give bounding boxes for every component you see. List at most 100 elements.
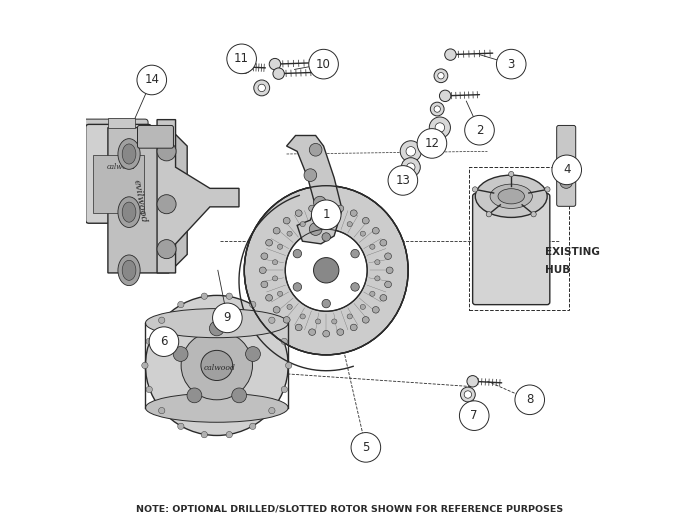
Circle shape: [560, 175, 573, 188]
Circle shape: [407, 163, 415, 171]
Ellipse shape: [475, 175, 547, 217]
Ellipse shape: [360, 304, 365, 310]
Ellipse shape: [146, 308, 288, 338]
Circle shape: [351, 432, 381, 462]
Circle shape: [406, 147, 416, 156]
Ellipse shape: [386, 267, 393, 273]
Circle shape: [531, 211, 536, 217]
Ellipse shape: [272, 260, 278, 264]
Circle shape: [444, 49, 456, 60]
Circle shape: [434, 106, 440, 112]
Ellipse shape: [347, 314, 352, 319]
Ellipse shape: [181, 331, 253, 400]
Circle shape: [158, 408, 165, 414]
Circle shape: [434, 69, 448, 83]
Text: 7: 7: [470, 409, 478, 422]
Ellipse shape: [494, 186, 528, 206]
Circle shape: [270, 58, 281, 70]
Circle shape: [465, 116, 494, 145]
Ellipse shape: [374, 276, 380, 281]
Circle shape: [209, 321, 224, 336]
Circle shape: [388, 165, 418, 195]
Circle shape: [545, 187, 550, 192]
Text: 6: 6: [160, 335, 168, 348]
Ellipse shape: [323, 204, 330, 210]
Ellipse shape: [323, 331, 330, 337]
Ellipse shape: [284, 217, 290, 224]
Ellipse shape: [490, 184, 533, 208]
Circle shape: [312, 200, 341, 229]
Circle shape: [250, 423, 256, 429]
Ellipse shape: [272, 276, 278, 281]
Ellipse shape: [293, 250, 302, 258]
Ellipse shape: [201, 350, 232, 381]
Ellipse shape: [360, 231, 365, 236]
Ellipse shape: [374, 260, 380, 264]
Circle shape: [314, 196, 326, 209]
Ellipse shape: [322, 299, 330, 308]
Circle shape: [400, 141, 421, 162]
Circle shape: [141, 363, 148, 368]
Circle shape: [178, 423, 184, 429]
Polygon shape: [286, 136, 342, 244]
Circle shape: [273, 68, 284, 80]
Ellipse shape: [372, 306, 379, 313]
FancyBboxPatch shape: [85, 125, 151, 223]
Ellipse shape: [118, 197, 140, 227]
Text: 3: 3: [508, 58, 515, 70]
Circle shape: [137, 65, 167, 95]
Ellipse shape: [265, 240, 272, 246]
Circle shape: [269, 408, 275, 414]
Circle shape: [509, 171, 514, 176]
Circle shape: [464, 391, 472, 398]
Ellipse shape: [363, 217, 369, 224]
Text: 5: 5: [362, 441, 370, 454]
Text: 11: 11: [234, 52, 249, 65]
Ellipse shape: [122, 144, 136, 164]
Ellipse shape: [122, 202, 136, 222]
Ellipse shape: [285, 229, 368, 311]
Ellipse shape: [244, 186, 408, 355]
Circle shape: [173, 347, 188, 361]
Text: 8: 8: [526, 393, 533, 407]
Ellipse shape: [316, 217, 321, 222]
Ellipse shape: [309, 205, 316, 211]
Text: evilwood: evilwood: [132, 179, 148, 224]
Ellipse shape: [380, 240, 387, 246]
Text: 13: 13: [395, 174, 410, 187]
Circle shape: [246, 347, 260, 361]
Circle shape: [213, 303, 242, 333]
Ellipse shape: [295, 210, 302, 216]
Bar: [469, 167, 569, 310]
Ellipse shape: [287, 304, 292, 310]
Circle shape: [146, 338, 153, 344]
Ellipse shape: [314, 258, 339, 283]
Ellipse shape: [309, 329, 316, 335]
Circle shape: [146, 386, 153, 393]
Circle shape: [226, 293, 232, 299]
Bar: [92, 155, 144, 213]
Ellipse shape: [273, 227, 280, 234]
Circle shape: [486, 211, 491, 217]
Circle shape: [201, 431, 207, 438]
Circle shape: [459, 401, 489, 430]
FancyBboxPatch shape: [137, 126, 174, 148]
Ellipse shape: [146, 393, 288, 422]
Circle shape: [440, 90, 451, 102]
Circle shape: [515, 385, 545, 414]
Ellipse shape: [122, 260, 136, 280]
Circle shape: [430, 102, 444, 116]
Text: 9: 9: [223, 311, 231, 324]
Circle shape: [237, 60, 251, 74]
Ellipse shape: [118, 255, 140, 286]
FancyBboxPatch shape: [556, 126, 575, 206]
Text: calwood: calwood: [204, 364, 235, 372]
Text: calwood: calwood: [107, 163, 136, 171]
Circle shape: [438, 73, 444, 79]
Ellipse shape: [363, 316, 369, 323]
Circle shape: [496, 49, 526, 79]
Circle shape: [250, 302, 256, 308]
Text: NOTE: OPTIONAL DRILLED/SLOTTED ROTOR SHOWN FOR REFERENCE PURPOSES: NOTE: OPTIONAL DRILLED/SLOTTED ROTOR SHO…: [136, 505, 564, 514]
Text: 4: 4: [563, 163, 570, 176]
Text: 14: 14: [144, 74, 160, 86]
